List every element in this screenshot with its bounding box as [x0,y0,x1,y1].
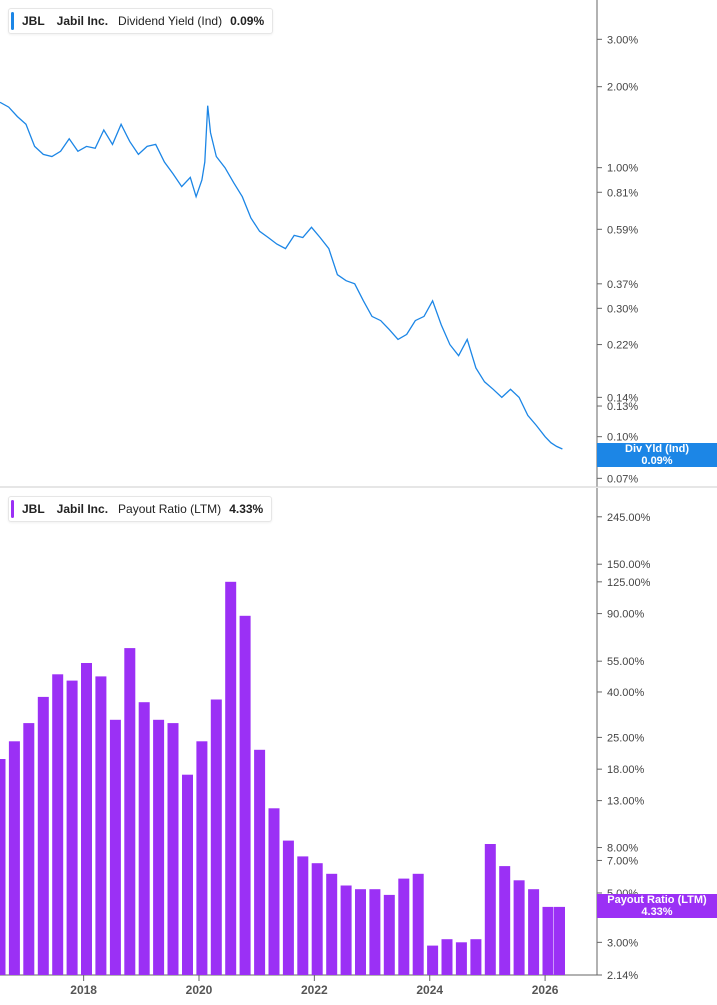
yield-tick-label: 0.07% [607,473,638,485]
payout-legend-metric: Payout Ratio (LTM) [118,502,222,516]
payout-bar [81,663,92,975]
payout-bar [513,880,525,975]
payout-tag-label: Payout Ratio (LTM) [607,894,707,906]
payout-tick-label: 40.00% [607,687,645,699]
yield-legend-ticker: JBL [22,14,45,28]
yield-tick-label: 0.37% [607,279,638,291]
yield-tag-label: Div Yld (Ind) [625,443,689,455]
payout-tick-label: 90.00% [607,609,645,621]
yield-tick-label: 0.14% [607,392,638,404]
x-tick-label: 2024 [416,983,443,997]
payout-bar [326,873,338,975]
payout-tick-label: 7.00% [607,855,638,867]
payout-bar [138,702,150,975]
yield-tick-label: 0.30% [607,303,638,315]
payout-legend-company: Jabil Inc. [56,502,109,516]
payout-bar [297,856,309,975]
yield-tag-value: 0.09% [641,455,673,467]
payout-bar [52,674,64,975]
payout-bar [441,939,453,975]
payout-tick-label: 3.00% [607,937,638,949]
payout-bar [499,866,511,975]
payout-bar [0,759,6,975]
payout-bar [153,719,165,975]
payout-bar [542,906,554,975]
payout-ratio-legend: JBL Jabil Inc. Payout Ratio (LTM) 4.33% [8,496,273,522]
payout-tick-label: 55.00% [607,656,645,668]
payout-bar [455,942,467,975]
payout-tick-label: 125.00% [607,577,651,589]
x-tick-label: 2020 [186,983,213,997]
payout-tick-label: 25.00% [607,732,645,744]
x-tick-label: 2018 [70,983,97,997]
payout-tick-label: 8.00% [607,843,638,855]
payout-legend-swatch [11,500,14,518]
payout-bar [8,741,20,975]
payout-bar [167,723,179,975]
dividend-yield-legend: JBL Jabil Inc. Dividend Yield (Ind) 0.09… [8,8,274,34]
payout-bar [470,939,482,975]
payout-tick-label: 18.00% [607,764,645,776]
yield-legend-metric: Dividend Yield (Ind) [118,14,223,28]
payout-bar [210,699,222,975]
payout-bar [369,889,381,975]
yield-tick-label: 0.10% [607,432,638,444]
payout-tag-value: 4.33% [641,906,673,918]
yield-legend-swatch [11,12,14,30]
payout-tick-label: 150.00% [607,559,651,571]
yield-tick-label: 0.59% [607,224,638,236]
yield-tick-label: 3.00% [607,34,638,46]
payout-bar [383,894,395,975]
payout-bar [412,873,424,975]
payout-tick-label: 245.00% [607,512,651,524]
payout-bar [109,719,121,975]
payout-bar [268,808,280,975]
payout-bar [37,696,49,975]
payout-bar [124,648,136,975]
payout-bar [95,676,107,975]
payout-legend-value: 4.33% [229,502,264,516]
yield-tick-label: 0.22% [607,340,638,352]
yield-tick-label: 1.00% [607,163,638,175]
x-tick-label: 2026 [532,983,559,997]
payout-bar [398,878,410,975]
payout-bar [484,844,496,975]
payout-bar [225,581,237,975]
payout-tick-label: 2.14% [607,970,638,982]
payout-bar [427,945,439,975]
payout-bar [66,680,78,975]
payout-bar [239,615,251,975]
payout-legend-ticker: JBL [22,502,45,516]
x-tick-label: 2022 [301,983,328,997]
payout-bar [254,749,266,975]
payout-bar [23,723,35,975]
yield-legend-value: 0.09% [230,14,265,28]
dividend-yield-series-line [0,101,563,450]
payout-bar [282,840,294,975]
payout-bar [196,741,208,975]
yield-legend-company: Jabil Inc. [56,14,109,28]
yield-tick-label: 0.81% [607,187,638,199]
payout-tick-label: 13.00% [607,796,645,808]
payout-bar [311,863,323,975]
yield-tick-label: 2.00% [607,82,638,94]
payout-ratio-value-tag: Payout Ratio (LTM) 4.33% [597,894,717,918]
dividend-yield-value-tag: Div Yld (Ind) 0.09% [597,443,717,467]
payout-bar [340,885,352,975]
payout-bar [182,774,193,975]
payout-bar [528,889,540,975]
payout-bar [554,906,565,975]
payout-bar [355,889,366,975]
yield-tick-label: 0.13% [607,401,638,413]
